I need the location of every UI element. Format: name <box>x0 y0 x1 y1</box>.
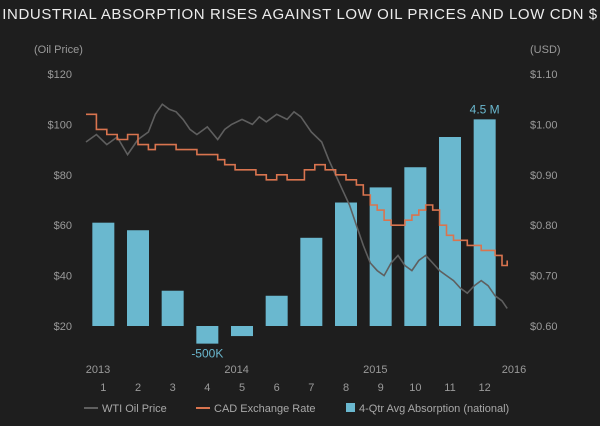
absorption-bar <box>335 202 357 326</box>
right-tick-label: $0.90 <box>530 170 558 182</box>
bar-annotations: 4.5 M -500K <box>191 102 499 360</box>
bar-annotation: 4.5 M <box>470 102 500 116</box>
quarter-label: 10 <box>409 382 421 394</box>
left-tick-label: $80 <box>54 170 72 182</box>
legend-absorption-label: 4-Qtr Avg Absorption (national) <box>359 403 509 415</box>
series-lines <box>85 103 508 309</box>
legend-wti-label: WTI Oil Price <box>102 403 167 415</box>
left-axis-ticks: $120 $100 $80 $60 $40 $20 <box>48 69 72 333</box>
quarter-label: 4 <box>204 382 210 394</box>
quarter-label: 12 <box>479 382 491 394</box>
cad-exchange-rate-line <box>86 113 508 267</box>
quarter-label: 6 <box>274 382 280 394</box>
absorption-bar <box>404 167 427 326</box>
left-tick-label: $100 <box>48 119 72 131</box>
absorption-bar <box>473 119 496 326</box>
year-label: 2014 <box>224 364 248 376</box>
right-axis-ticks: $1.10 $1.00 $0.90 $0.80 $0.70 $0.60 <box>530 69 558 333</box>
right-tick-label: $0.60 <box>530 321 558 333</box>
right-tick-label: $1.00 <box>530 119 558 131</box>
left-tick-label: $40 <box>54 271 72 283</box>
quarter-label: 1 <box>100 382 106 394</box>
legend: WTI Oil Price CAD Exchange Rate 4-Qtr Avg … <box>84 403 509 415</box>
bar-annotation: -500K <box>191 347 223 361</box>
absorption-bar <box>231 326 253 337</box>
absorption-bars <box>92 119 496 344</box>
left-axis-label: (Oil Price) <box>34 44 83 56</box>
quarter-label: 7 <box>308 382 314 394</box>
absorption-bar <box>127 230 149 326</box>
quarter-label: 5 <box>239 382 245 394</box>
quarter-label: 3 <box>170 382 176 394</box>
left-tick-label: $20 <box>54 321 72 333</box>
absorption-bar <box>196 326 219 344</box>
wti-oil-price-line <box>85 103 508 309</box>
quarter-label: 8 <box>343 382 349 394</box>
quarter-label: 2 <box>135 382 141 394</box>
quarter-label: 9 <box>378 382 384 394</box>
absorption-bar <box>300 237 323 326</box>
absorption-bar <box>265 295 288 326</box>
year-label: 2016 <box>502 364 526 376</box>
left-tick-label: $120 <box>48 69 72 81</box>
legend-cad-label: CAD Exchange Rate <box>214 403 316 415</box>
absorption-bar <box>161 290 184 326</box>
absorption-bar <box>92 222 115 326</box>
right-axis-label: (USD) <box>530 44 561 56</box>
year-label: 2013 <box>86 364 110 376</box>
right-tick-label: $1.10 <box>530 69 558 81</box>
left-tick-label: $60 <box>54 220 72 232</box>
year-label: 2015 <box>363 364 387 376</box>
absorption-bar <box>439 137 461 326</box>
absorption-bar <box>369 187 392 326</box>
quarter-label: 11 <box>444 382 455 394</box>
right-tick-label: $0.70 <box>530 271 558 283</box>
right-tick-label: $0.80 <box>530 220 558 232</box>
legend-absorption-swatch <box>346 403 355 412</box>
chart-title: INDUSTRIAL ABSORPTION RISES AGAINST LOW … <box>2 6 598 23</box>
